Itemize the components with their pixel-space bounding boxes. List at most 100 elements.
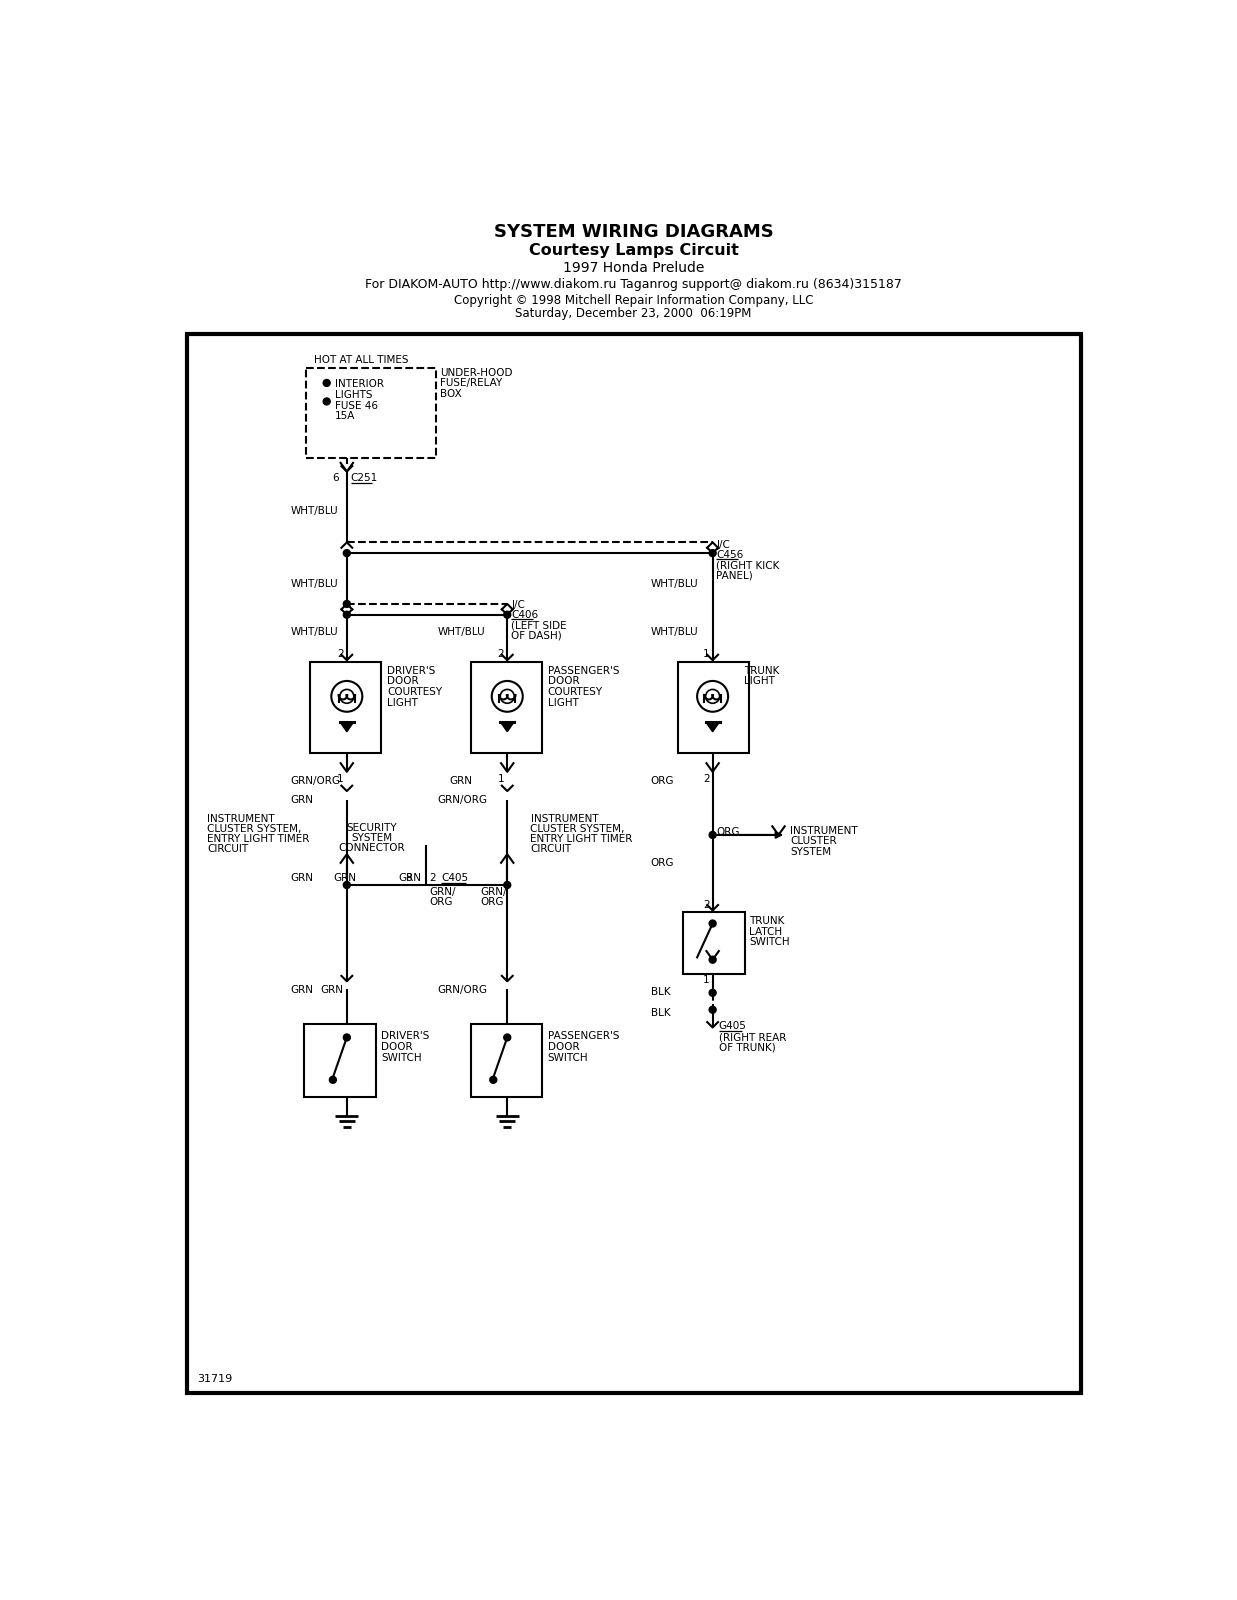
Text: WHT/BLU: WHT/BLU xyxy=(291,506,338,517)
Circle shape xyxy=(709,957,716,963)
Text: DRIVER'S: DRIVER'S xyxy=(381,1032,429,1042)
Polygon shape xyxy=(340,722,354,731)
Text: (LEFT SIDE: (LEFT SIDE xyxy=(511,621,567,630)
Text: Copyright © 1998 Mitchell Repair Information Company, LLC: Copyright © 1998 Mitchell Repair Informa… xyxy=(454,294,813,307)
Text: DOOR: DOOR xyxy=(381,1042,413,1053)
Bar xyxy=(471,662,542,752)
Text: SECURITY: SECURITY xyxy=(346,824,397,834)
Circle shape xyxy=(503,611,511,618)
Text: 31719: 31719 xyxy=(197,1374,233,1384)
Text: SWITCH: SWITCH xyxy=(548,1053,588,1062)
Bar xyxy=(304,1024,376,1096)
Text: 1: 1 xyxy=(703,650,710,659)
Text: LIGHT: LIGHT xyxy=(387,698,418,707)
Circle shape xyxy=(698,682,729,712)
Text: COURTESY: COURTESY xyxy=(548,686,602,698)
Text: LIGHT: LIGHT xyxy=(743,677,774,686)
Circle shape xyxy=(344,550,350,557)
Text: WHT/BLU: WHT/BLU xyxy=(291,579,338,589)
Circle shape xyxy=(709,550,716,557)
Text: ORG: ORG xyxy=(480,896,503,907)
Circle shape xyxy=(503,1034,511,1042)
Text: INSTRUMENT: INSTRUMENT xyxy=(790,826,857,835)
Text: GRN/ORG: GRN/ORG xyxy=(438,986,487,995)
Text: PASSENGER'S: PASSENGER'S xyxy=(548,1032,618,1042)
Text: Saturday, December 23, 2000  06:19PM: Saturday, December 23, 2000 06:19PM xyxy=(516,307,752,320)
Text: LIGHTS: LIGHTS xyxy=(335,390,372,400)
Text: ORG: ORG xyxy=(429,896,453,907)
Circle shape xyxy=(323,379,330,387)
Text: OF TRUNK): OF TRUNK) xyxy=(719,1043,776,1053)
Text: FUSE 46: FUSE 46 xyxy=(335,400,379,411)
Text: GRN/: GRN/ xyxy=(429,886,456,896)
Text: G405: G405 xyxy=(719,1021,747,1032)
Text: CLUSTER: CLUSTER xyxy=(790,837,836,846)
Circle shape xyxy=(344,600,350,608)
Text: FUSE/RELAY: FUSE/RELAY xyxy=(440,378,502,389)
Text: 1: 1 xyxy=(497,774,505,784)
Text: 2: 2 xyxy=(429,872,437,883)
Text: GRN/ORG: GRN/ORG xyxy=(438,795,487,805)
Bar xyxy=(306,368,435,459)
Text: GRN: GRN xyxy=(291,872,313,883)
Text: WHT/BLU: WHT/BLU xyxy=(651,627,698,637)
Text: CLUSTER SYSTEM,: CLUSTER SYSTEM, xyxy=(208,824,302,834)
Text: SYSTEM: SYSTEM xyxy=(351,834,392,843)
Circle shape xyxy=(709,832,716,838)
Text: J/C: J/C xyxy=(716,541,730,550)
Circle shape xyxy=(492,682,523,712)
Text: WHT/BLU: WHT/BLU xyxy=(291,627,338,637)
Text: BLK: BLK xyxy=(651,987,670,997)
Polygon shape xyxy=(500,722,515,731)
Circle shape xyxy=(709,1006,716,1013)
Text: INTERIOR: INTERIOR xyxy=(335,379,385,389)
Bar xyxy=(187,334,1081,1394)
Text: 1997 Honda Prelude: 1997 Honda Prelude xyxy=(563,261,704,275)
Text: WHT/BLU: WHT/BLU xyxy=(651,579,698,589)
Text: HOT AT ALL TIMES: HOT AT ALL TIMES xyxy=(313,355,408,365)
Circle shape xyxy=(329,1077,336,1083)
Text: GRN/: GRN/ xyxy=(480,886,507,896)
Circle shape xyxy=(344,611,350,618)
Text: PASSENGER'S: PASSENGER'S xyxy=(548,666,618,675)
Text: CONNECTOR: CONNECTOR xyxy=(338,843,404,853)
Circle shape xyxy=(344,1034,350,1042)
Text: LIGHT: LIGHT xyxy=(548,698,579,707)
Text: C405: C405 xyxy=(442,872,469,883)
Text: GRN/ORG: GRN/ORG xyxy=(291,776,340,786)
Text: 2: 2 xyxy=(497,650,505,659)
Text: C456: C456 xyxy=(716,550,743,560)
Text: UNDER-HOOD: UNDER-HOOD xyxy=(440,368,512,378)
Text: GRN: GRN xyxy=(291,986,313,995)
Text: ENTRY LIGHT TIMER: ENTRY LIGHT TIMER xyxy=(208,834,309,845)
Text: SWITCH: SWITCH xyxy=(381,1053,422,1062)
Circle shape xyxy=(332,682,362,712)
Text: GRN: GRN xyxy=(333,872,356,883)
Text: ENTRY LIGHT TIMER: ENTRY LIGHT TIMER xyxy=(531,834,633,845)
Text: DOOR: DOOR xyxy=(548,677,579,686)
Text: For DIAKOM-AUTO http://www.diakom.ru Taganrog support@ diakom.ru (8634)315187: For DIAKOM-AUTO http://www.diakom.ru Tag… xyxy=(365,278,902,291)
Text: LATCH: LATCH xyxy=(750,926,782,936)
Text: WHT/BLU: WHT/BLU xyxy=(438,627,485,637)
Text: OF DASH): OF DASH) xyxy=(511,630,562,642)
Text: GRN: GRN xyxy=(320,986,344,995)
Text: 2: 2 xyxy=(338,650,344,659)
Text: COURTESY: COURTESY xyxy=(387,686,443,698)
Circle shape xyxy=(490,1077,497,1083)
Text: C406: C406 xyxy=(511,610,538,621)
Text: 1: 1 xyxy=(703,974,710,986)
Circle shape xyxy=(500,690,515,704)
Text: TRUNK: TRUNK xyxy=(743,666,779,675)
Text: GRN: GRN xyxy=(398,872,421,883)
Text: 8: 8 xyxy=(406,872,412,883)
Text: (RIGHT REAR: (RIGHT REAR xyxy=(719,1032,787,1042)
Text: SYSTEM: SYSTEM xyxy=(790,848,831,858)
Text: J/C: J/C xyxy=(511,600,524,610)
Text: GRN: GRN xyxy=(449,776,473,786)
Text: 2: 2 xyxy=(703,899,710,910)
Circle shape xyxy=(340,690,354,704)
Text: ORG: ORG xyxy=(651,858,674,869)
Circle shape xyxy=(344,882,350,888)
Bar xyxy=(683,912,745,973)
Text: CIRCUIT: CIRCUIT xyxy=(531,845,571,854)
